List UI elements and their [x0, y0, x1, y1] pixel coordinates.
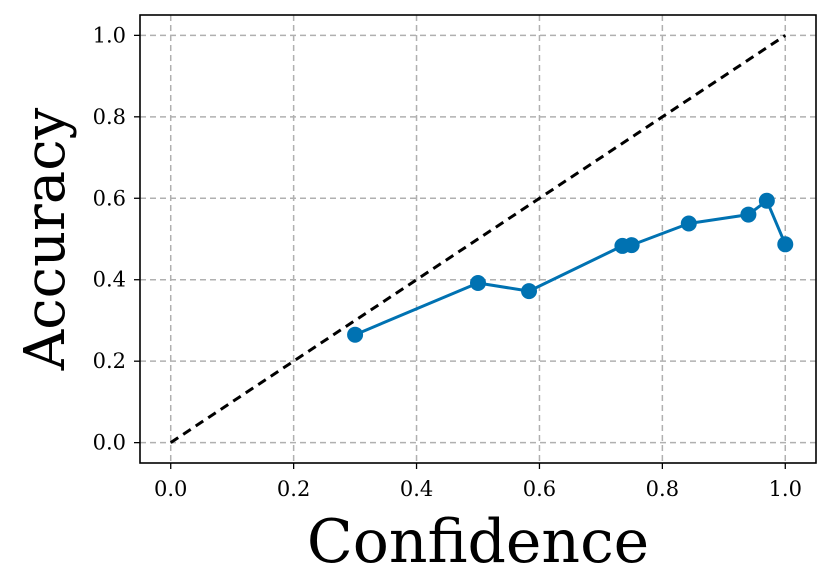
x-tick-label: 1.0: [769, 477, 802, 501]
y-tick-label: 0.4: [93, 268, 126, 292]
series-line: [354, 199, 787, 337]
data-point: [347, 326, 364, 343]
x-tick-label: 0.8: [646, 477, 679, 501]
plot-frame: [139, 14, 817, 464]
y-tick-label: 0.6: [93, 186, 126, 210]
y-axis-title: Accuracy: [13, 107, 78, 371]
x-tick-label: 0.2: [277, 477, 310, 501]
x-tick-label: 0.4: [400, 477, 433, 501]
y-tick-label: 0.2: [93, 349, 126, 373]
data-point: [470, 274, 486, 291]
data-point: [740, 206, 757, 223]
x-tick-label: 0.0: [154, 477, 187, 501]
chart-series: [169, 34, 794, 444]
y-tick-label: 0.0: [93, 431, 126, 455]
data-point: [777, 236, 794, 253]
data-point: [758, 192, 775, 209]
x-tick-label: 0.6: [523, 477, 556, 501]
y-tick-label: 1.0: [93, 23, 126, 47]
data-point: [623, 237, 640, 254]
data-point: [680, 215, 697, 232]
x-axis-title: Confidence: [307, 507, 649, 577]
data-point: [521, 283, 538, 300]
x-axis-ticks: 0.0 0.2 0.4 0.6 0.8 1.0: [154, 463, 802, 501]
diagonal-reference-line: [169, 34, 787, 444]
y-tick-label: 0.8: [93, 105, 126, 129]
y-axis-ticks: 0.0 0.2 0.4 0.6 0.8 1.0: [93, 23, 140, 455]
